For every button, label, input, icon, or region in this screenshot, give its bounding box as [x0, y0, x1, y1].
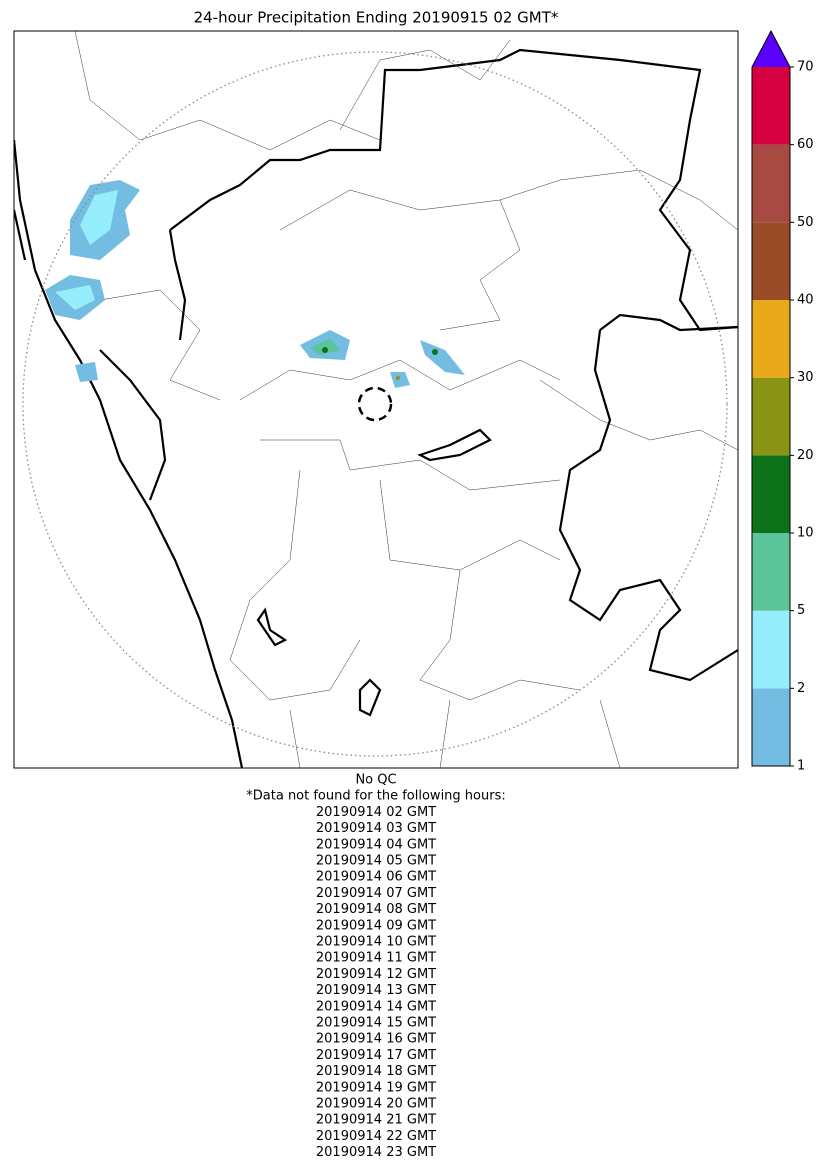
missing-hour: 20190914 04 GMT	[316, 837, 436, 852]
colorbar-segment	[752, 533, 790, 611]
state-boundaries	[14, 48, 738, 768]
colorbar-tick-label: 60	[797, 137, 814, 152]
colorbar-tick-label: 10	[797, 526, 814, 541]
colorbar-outline	[751, 29, 791, 767]
colorbar-tick-label: 2	[797, 681, 805, 696]
missing-hour: 20190914 14 GMT	[316, 999, 436, 1014]
missing-hour: 20190914 13 GMT	[316, 983, 436, 998]
map-frame	[13, 30, 739, 769]
colorbar-tick-label: 5	[797, 603, 805, 618]
map-layers	[14, 31, 738, 768]
missing-hour: 20190914 21 GMT	[316, 1113, 436, 1128]
colorbar-segment	[752, 67, 790, 145]
missing-hour: 20190914 17 GMT	[316, 1048, 436, 1063]
missing-hour: 20190914 22 GMT	[316, 1129, 436, 1144]
colorbar-segment	[752, 455, 790, 533]
colorbar-segment	[752, 300, 790, 378]
missing-hour: 20190914 08 GMT	[316, 902, 436, 917]
colorbar-tick-label: 70	[797, 60, 814, 75]
colorbar-tick-label: 1	[797, 759, 805, 774]
missing-hour: 20190914 23 GMT	[316, 1145, 436, 1160]
missing-hour: 20190914 19 GMT	[316, 1080, 436, 1095]
missing-hour: 20190914 15 GMT	[316, 1016, 436, 1031]
district-boundaries	[74, 31, 738, 768]
missing-hour: 20190914 11 GMT	[316, 951, 436, 966]
colorbar-segment	[752, 610, 790, 689]
missing-hour: 20190914 07 GMT	[316, 886, 436, 901]
note-line: *Data not found for the following hours:	[246, 789, 505, 804]
radar-range	[22, 51, 728, 757]
colorbar: 1 2 5 10 20 30 40 50 60 70	[751, 29, 814, 774]
precipitation	[45, 180, 465, 388]
missing-hour: 20190914 20 GMT	[316, 1097, 436, 1112]
colorbar-segment	[752, 222, 790, 300]
missing-hour: 20190914 06 GMT	[316, 870, 436, 885]
colorbar-tick-label: 20	[797, 448, 814, 463]
missing-hour: 20190914 05 GMT	[316, 854, 436, 869]
colorbar-segment	[752, 377, 790, 456]
missing-hour: 20190914 10 GMT	[316, 935, 436, 950]
missing-hour: 20190914 18 GMT	[316, 1064, 436, 1079]
missing-hour: 20190914 03 GMT	[316, 821, 436, 836]
colorbar-segment	[752, 144, 790, 223]
missing-hour: 20190914 09 GMT	[316, 918, 436, 933]
colorbar-segment	[752, 688, 790, 766]
missing-hour: 20190914 02 GMT	[316, 805, 436, 820]
colorbar-tick-label: 40	[797, 293, 814, 308]
colorbar-extend	[752, 31, 790, 67]
map-title: 24-hour Precipitation Ending 20190915 02…	[194, 9, 559, 27]
colorbar-tick-label: 30	[797, 370, 814, 385]
notes: No QC*Data not found for the following h…	[246, 773, 505, 1161]
colorbar-tick-label: 50	[797, 215, 814, 230]
radar-site	[357, 386, 393, 422]
note-line: No QC	[355, 773, 396, 788]
map	[13, 30, 739, 769]
missing-hour: 20190914 12 GMT	[316, 967, 436, 982]
missing-hour: 20190914 16 GMT	[316, 1032, 436, 1047]
